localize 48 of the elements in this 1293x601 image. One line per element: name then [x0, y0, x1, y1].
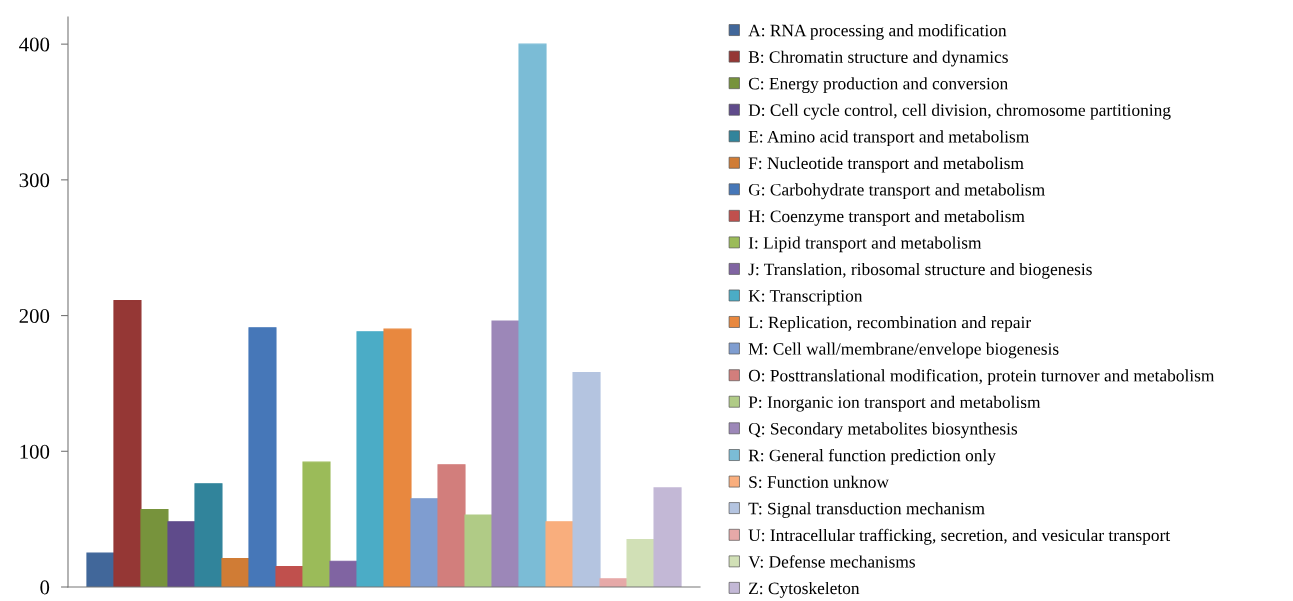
- bar: [275, 566, 304, 587]
- legend-label: M: Cell wall/membrane/envelope biogenesis: [748, 342, 1059, 359]
- legend-label: B: Chromatin structure and dynamics: [748, 50, 1008, 67]
- bar: [302, 461, 331, 587]
- bar: [653, 487, 682, 587]
- bar: [545, 521, 574, 587]
- legend-label: C: Energy production and conversion: [748, 77, 1008, 94]
- bar: [167, 521, 196, 587]
- bar: [248, 327, 277, 587]
- legend-label: J: Translation, ribosomal structure and biogenesis: [748, 262, 1092, 279]
- bar: [491, 320, 520, 587]
- y-tick-label: 300: [19, 173, 50, 188]
- legend-label: S: Function unknow: [749, 475, 889, 488]
- bar: [194, 483, 223, 587]
- bar: [572, 372, 601, 587]
- bar: [437, 464, 466, 587]
- y-tick-label: 200: [19, 308, 50, 323]
- legend-label: D: Cell cycle control, cell division, chromosome partitioning: [748, 103, 1171, 120]
- legend-label: E: Amino acid transport and metabolism: [748, 130, 1029, 147]
- y-tick-label: 400: [19, 37, 50, 52]
- bar: [464, 514, 493, 587]
- bar: [383, 328, 412, 587]
- legend-label: A: RNA processing and modification: [748, 23, 1007, 40]
- legend-label: R: General function prediction only: [748, 448, 996, 465]
- bar: [86, 552, 115, 587]
- legend-label: V: Defense mechanisms: [748, 555, 915, 568]
- legend-label: K: Transcription: [748, 290, 863, 306]
- legend-label: Q: Secondary metabolites biosynthesis: [748, 422, 1018, 439]
- bar: [329, 560, 358, 587]
- legend-label: T: Signal transduction mechanism: [748, 502, 985, 518]
- legend-label: G: Carbohydrate transport and metabolism: [748, 183, 1045, 200]
- bar: [356, 331, 385, 587]
- bar: [626, 538, 655, 587]
- bar: [518, 43, 547, 587]
- bar: [140, 509, 169, 587]
- legend-label: L: Replication, recombination and repair: [748, 316, 1031, 332]
- legend-label: U: Intracellular trafficking, secretion, and vesicular transport: [748, 528, 1171, 545]
- y-tick-label: 0: [40, 580, 50, 595]
- legend-label: O: Posttranslational modification, protein turnover and metabolism: [748, 369, 1215, 386]
- legend-label: H: Coenzyme transport and metabolism: [748, 209, 1025, 226]
- legend-label: P: Inorganic ion transport and metabolism: [748, 395, 1041, 412]
- bar: [113, 300, 142, 587]
- legend-label: Z: Cytoskeleton: [748, 581, 860, 598]
- y-tick-label: 100: [20, 444, 50, 459]
- legend-label: F: Nucleotide transport and metabolism: [748, 156, 1024, 173]
- bar: [221, 557, 250, 587]
- legend-label: I: Lipid transport and metabolism: [748, 236, 982, 253]
- bar: [410, 498, 439, 587]
